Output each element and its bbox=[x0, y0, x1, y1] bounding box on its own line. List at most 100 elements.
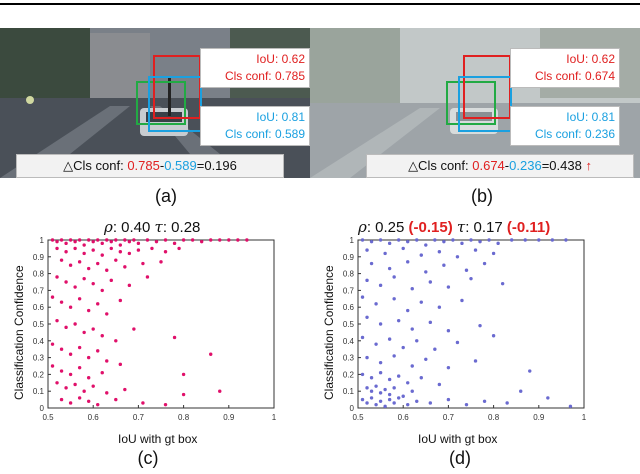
scatter-point-c bbox=[114, 258, 118, 262]
scatter-point-c bbox=[136, 248, 141, 252]
scatter-point-d bbox=[406, 308, 410, 313]
scatter-point-c bbox=[105, 238, 109, 242]
scatter-point-d bbox=[505, 401, 509, 405]
scatter-point-c bbox=[77, 260, 82, 264]
scatter-point-d bbox=[365, 386, 369, 390]
delta-prefix-b: △Cls conf: bbox=[408, 158, 473, 173]
scatter-point-d bbox=[374, 342, 378, 346]
scatter-point-c bbox=[50, 342, 55, 346]
scatter-point-c bbox=[68, 352, 73, 356]
y-tick-label-c: 0.8 bbox=[33, 270, 45, 279]
plot-frame-c bbox=[47, 239, 275, 409]
red-label-a: IoU: 0.62 Cls conf: 0.785 bbox=[200, 48, 310, 88]
scatter-point-d bbox=[401, 345, 405, 350]
scatter-point-d bbox=[442, 263, 446, 267]
scatter-point-d bbox=[519, 389, 523, 393]
scatter-point-d bbox=[424, 243, 428, 247]
scatter-point-d bbox=[396, 318, 401, 323]
scatter-point-c bbox=[172, 241, 177, 246]
scatter-point-d bbox=[369, 389, 374, 393]
scatter-point-c bbox=[91, 248, 95, 252]
y-tick-label-d: 0 bbox=[350, 404, 355, 413]
scatter-point-d bbox=[401, 246, 405, 251]
scatter-point-d bbox=[442, 239, 446, 244]
blue-cls-a: Cls conf: 0.589 bbox=[224, 127, 305, 141]
scatter-point-c bbox=[141, 401, 145, 405]
scatter-point-d bbox=[415, 238, 419, 242]
scatter-point-d bbox=[387, 241, 392, 246]
scatter-point-d bbox=[478, 323, 482, 328]
y-tick-label-c: 0.3 bbox=[33, 354, 45, 363]
delta-blue-b: 0.236 bbox=[509, 158, 542, 173]
blue-box-b bbox=[458, 76, 512, 132]
scatter-point-c bbox=[50, 364, 55, 368]
red-cls-b: Cls conf: 0.674 bbox=[534, 69, 615, 83]
scatter-point-c bbox=[96, 302, 100, 306]
rho-value-c: : 0.40 bbox=[112, 219, 155, 236]
scatter-point-d bbox=[365, 355, 369, 360]
scatter-point-c bbox=[91, 281, 95, 286]
scatter-point-c bbox=[50, 295, 55, 299]
scatter-point-d bbox=[415, 399, 419, 403]
scatter-point-d bbox=[419, 253, 423, 257]
x-tick-label-d: 0.5 bbox=[352, 413, 364, 422]
scatter-point-c bbox=[86, 376, 91, 380]
scatter-point-c bbox=[86, 355, 91, 360]
scatter-point-c bbox=[118, 298, 123, 303]
scatter-point-d bbox=[374, 302, 378, 306]
scatter-point-d bbox=[387, 266, 392, 271]
scatter-point-c bbox=[96, 349, 100, 353]
scatter-point-d bbox=[396, 396, 401, 400]
scatter-point-c bbox=[59, 258, 64, 262]
scatter-point-d bbox=[410, 327, 414, 331]
scatter-point-d bbox=[464, 268, 469, 272]
rho-symbol-c: ρ bbox=[104, 218, 113, 236]
scatter-point-d bbox=[428, 280, 433, 284]
scene-b: IoU: 0.62 Cls conf: 0.674 IoU: 0.81 Cls … bbox=[310, 28, 640, 178]
caption-b: (b) bbox=[471, 186, 493, 206]
scatter-point-c bbox=[59, 347, 64, 351]
red-iou-a: IoU: 0.62 bbox=[256, 52, 305, 66]
scatter-point-c bbox=[86, 266, 91, 271]
scatter-point-d bbox=[473, 248, 478, 252]
scatter-point-d bbox=[392, 297, 396, 301]
scatter-point-c bbox=[59, 369, 64, 373]
scatter-point-c bbox=[236, 238, 240, 242]
tau-value-d: : 0.17 bbox=[465, 219, 507, 236]
scatter-point-d bbox=[428, 401, 433, 405]
scatter-svg-c: 0 0.1 0.2 0.3 0.4 0.5 0.6 0.7 0.8 0.9 1 0.5 0.6 0.7 0.… bbox=[33, 236, 277, 422]
scatter-point-d bbox=[446, 329, 451, 333]
scatter-point-c bbox=[50, 238, 55, 242]
scatter-point-d bbox=[451, 238, 455, 242]
scatter-point-c bbox=[136, 241, 141, 246]
scatter-point-c bbox=[150, 246, 154, 251]
scatter-point-c bbox=[163, 250, 168, 254]
scatter-point-c bbox=[73, 322, 77, 326]
scatter-point-d bbox=[469, 238, 473, 242]
scatter-point-d bbox=[469, 276, 473, 281]
scatter-point-d bbox=[378, 360, 383, 365]
scatter-point-c bbox=[118, 243, 123, 247]
scatter-point-d bbox=[378, 322, 383, 326]
scatter-point-d bbox=[387, 397, 392, 402]
y-tick-label-d: 0.5 bbox=[343, 320, 355, 329]
scatter-point-d bbox=[383, 251, 387, 256]
scatter-point-d bbox=[365, 248, 369, 252]
scatter-point-c bbox=[132, 238, 136, 242]
tau-delta-d: (-0.11) bbox=[506, 219, 551, 236]
scatter-point-c bbox=[105, 359, 109, 363]
scatter-point-d bbox=[360, 397, 365, 402]
y-tick-label-c: 0.2 bbox=[33, 370, 45, 379]
scatter-point-d bbox=[383, 404, 387, 409]
scatter-point-d bbox=[387, 392, 392, 397]
scatter-point-c bbox=[100, 334, 104, 338]
scatter-point-c bbox=[91, 384, 95, 388]
scatter-point-d bbox=[460, 298, 464, 303]
y-tick-label-d: 0.3 bbox=[343, 354, 355, 363]
delta-red-b: 0.674 bbox=[472, 158, 505, 173]
scatter-point-d bbox=[378, 283, 383, 288]
scatter-point-c bbox=[245, 238, 249, 242]
scatter-point-c bbox=[109, 278, 113, 283]
y-tick-label-d: 0.8 bbox=[343, 270, 355, 279]
scatter-point-c bbox=[190, 238, 195, 242]
